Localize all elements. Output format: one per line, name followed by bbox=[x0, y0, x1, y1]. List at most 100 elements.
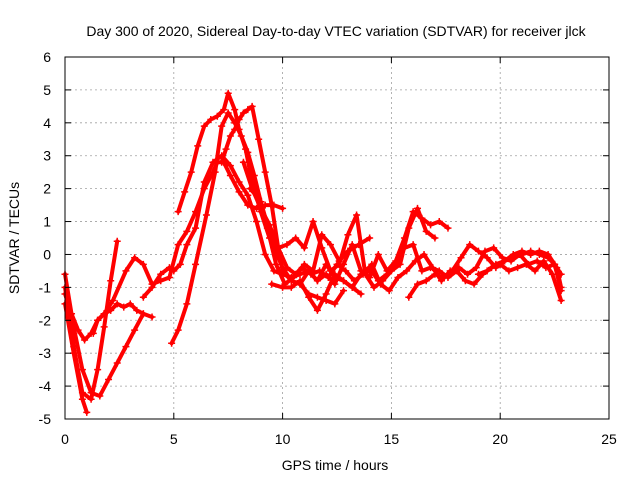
data-point-marker bbox=[348, 283, 356, 291]
data-point-marker bbox=[244, 191, 252, 199]
data-point-marker bbox=[366, 264, 374, 272]
data-point-marker bbox=[168, 339, 176, 347]
data-point-marker bbox=[359, 270, 367, 278]
data-point-marker bbox=[374, 250, 382, 258]
series-line-2 bbox=[63, 272, 146, 398]
data-point-marker bbox=[370, 283, 378, 291]
data-point-marker bbox=[422, 227, 430, 235]
data-point-marker bbox=[474, 247, 482, 255]
data-point-marker bbox=[174, 241, 182, 249]
axis-ticks: 0 5 10 15 20 25 -5 -4 -3 -2 -1 0 1 2 3 4 5 6 bbox=[39, 49, 617, 447]
data-point-marker bbox=[431, 234, 439, 242]
data-point-marker bbox=[122, 343, 130, 351]
data-point-marker bbox=[133, 306, 141, 314]
data-point-marker bbox=[268, 280, 276, 288]
data-point-marker bbox=[139, 260, 147, 268]
data-point-marker bbox=[481, 247, 489, 255]
data-point-marker bbox=[440, 273, 448, 281]
data-point-marker bbox=[235, 178, 243, 186]
data-point-marker bbox=[405, 224, 413, 232]
data-point-marker bbox=[322, 290, 330, 298]
data-point-marker bbox=[340, 287, 348, 295]
x-tick-label: 15 bbox=[384, 431, 400, 447]
data-point-marker bbox=[231, 106, 239, 114]
y-tick-label: 4 bbox=[43, 115, 51, 131]
y-tick-label: -3 bbox=[39, 345, 52, 361]
data-point-marker bbox=[518, 250, 526, 258]
data-point-marker bbox=[274, 244, 282, 252]
data-point-marker bbox=[239, 158, 247, 166]
data-point-marker bbox=[226, 171, 234, 179]
data-point-marker bbox=[194, 142, 202, 150]
data-point-marker bbox=[331, 300, 339, 308]
data-point-marker bbox=[252, 218, 260, 226]
data-point-marker bbox=[207, 116, 215, 124]
data-point-marker bbox=[414, 204, 422, 212]
data-point-marker bbox=[474, 270, 482, 278]
data-point-marker bbox=[324, 273, 332, 281]
series-group bbox=[61, 89, 565, 416]
data-point-marker bbox=[509, 254, 517, 262]
data-point-marker bbox=[87, 395, 95, 403]
data-point-marker bbox=[235, 188, 243, 196]
data-point-marker bbox=[83, 408, 91, 416]
data-point-marker bbox=[70, 349, 78, 357]
data-point-marker bbox=[244, 148, 252, 156]
data-point-marker bbox=[307, 270, 315, 278]
data-point-marker bbox=[435, 218, 443, 226]
data-point-marker bbox=[239, 109, 247, 117]
data-point-marker bbox=[109, 297, 117, 305]
data-point-marker bbox=[457, 254, 465, 262]
data-point-marker bbox=[268, 201, 276, 209]
data-point-marker bbox=[353, 211, 361, 219]
data-point-marker bbox=[313, 277, 321, 285]
data-point-marker bbox=[94, 366, 102, 374]
y-tick-label: -4 bbox=[39, 378, 52, 394]
data-point-marker bbox=[220, 106, 228, 114]
y-tick-label: 2 bbox=[43, 181, 51, 197]
data-point-marker bbox=[218, 122, 226, 130]
data-point-marker bbox=[472, 264, 480, 272]
data-point-marker bbox=[331, 270, 339, 278]
data-point-marker bbox=[176, 260, 184, 268]
data-point-marker bbox=[374, 277, 382, 285]
data-point-marker bbox=[483, 254, 491, 262]
y-tick-label: 5 bbox=[43, 82, 51, 98]
data-point-marker bbox=[250, 171, 258, 179]
data-point-marker bbox=[120, 303, 128, 311]
data-point-marker bbox=[557, 297, 565, 305]
y-tick-label: 0 bbox=[43, 246, 51, 262]
data-point-marker bbox=[283, 241, 291, 249]
data-point-marker bbox=[224, 89, 232, 97]
data-point-marker bbox=[557, 287, 565, 295]
data-point-marker bbox=[326, 241, 334, 249]
data-point-marker bbox=[316, 267, 324, 275]
data-point-marker bbox=[113, 359, 121, 367]
data-point-marker bbox=[492, 260, 500, 268]
data-point-marker bbox=[551, 260, 559, 268]
data-point-marker bbox=[200, 122, 208, 130]
data-point-marker bbox=[313, 293, 321, 301]
data-point-marker bbox=[422, 277, 430, 285]
data-point-marker bbox=[418, 267, 426, 275]
data-point-marker bbox=[403, 267, 411, 275]
y-tick-label: -1 bbox=[39, 279, 52, 295]
data-point-marker bbox=[392, 260, 400, 268]
data-point-marker bbox=[464, 270, 472, 278]
data-point-marker bbox=[213, 112, 221, 120]
data-point-marker bbox=[235, 116, 243, 124]
data-point-marker bbox=[342, 267, 350, 275]
data-point-marker bbox=[544, 254, 552, 262]
data-point-marker bbox=[514, 264, 522, 272]
data-point-marker bbox=[522, 260, 530, 268]
data-point-marker bbox=[192, 260, 200, 268]
data-point-marker bbox=[533, 257, 541, 265]
data-point-marker bbox=[289, 273, 297, 281]
x-tick-label: 0 bbox=[61, 431, 69, 447]
data-point-marker bbox=[535, 250, 543, 258]
data-point-marker bbox=[78, 395, 86, 403]
data-point-marker bbox=[148, 283, 156, 291]
data-point-marker bbox=[165, 273, 173, 281]
data-point-marker bbox=[248, 102, 256, 110]
